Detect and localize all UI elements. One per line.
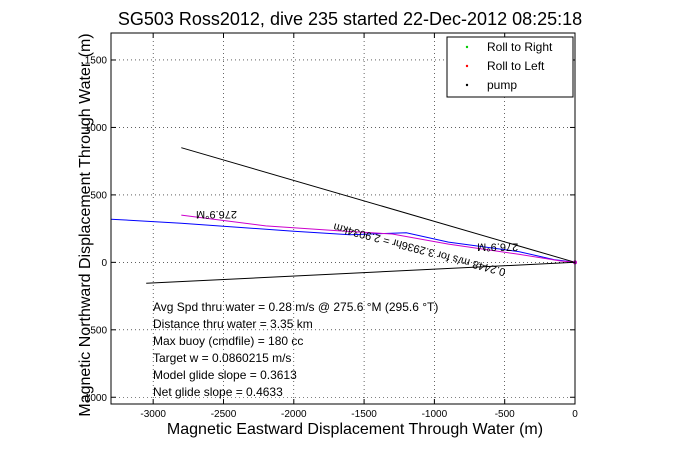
y-tick-label: -500 xyxy=(87,325,107,336)
stat-line: Net glide slope = 0.4633 xyxy=(153,385,283,399)
y-tick-label: -1000 xyxy=(81,393,107,404)
heading-annotation: 276.9°M xyxy=(196,208,237,220)
plot-frame xyxy=(110,32,576,405)
series-line-1 xyxy=(110,218,576,263)
x-tick-label: -1000 xyxy=(422,409,448,420)
y-axis-label: Magnetic Northward Displacement Through … xyxy=(77,33,94,416)
stat-line: Avg Spd thru water = 0.28 m/s @ 275.6 °M… xyxy=(153,300,438,314)
stats-block: Avg Spd thru water = 0.28 m/s @ 275.6 °M… xyxy=(153,300,438,399)
series-line-4 xyxy=(146,261,576,284)
x-tick-label: 0 xyxy=(572,409,578,420)
x-tick-label: -2000 xyxy=(281,409,307,420)
legend-box xyxy=(446,36,574,98)
series-layer xyxy=(110,147,577,284)
stat-line: Distance thru water = 3.35 km xyxy=(153,317,313,331)
legend-marker xyxy=(465,64,469,68)
legend-marker xyxy=(465,83,469,87)
series-line-3 xyxy=(181,147,576,263)
x-tick-label: -3000 xyxy=(140,409,166,420)
stat-line: Max buoy (cmdfile) = 180 cc xyxy=(153,334,303,348)
legend-label: Roll to Right xyxy=(487,40,553,54)
x-tick-label: -500 xyxy=(495,409,515,420)
legend-label: pump xyxy=(487,78,517,92)
stat-line: Model glide slope = 0.3613 xyxy=(153,368,297,382)
y-tick-label: 0 xyxy=(101,258,107,269)
axis-ticks: -3000 -2500 -2000 -1500 -1000 -500 0 -1000 -500 0… xyxy=(81,33,578,420)
x-tick-label: -2500 xyxy=(211,409,237,420)
y-tick-label: 1500 xyxy=(85,55,108,66)
heading-annotation: 276.9°M xyxy=(477,240,518,252)
stat-line: Target w = 0.0860215 m/s xyxy=(153,351,291,365)
series-line-2 xyxy=(181,214,576,263)
legend-label: Roll to Left xyxy=(487,59,545,73)
y-tick-label: 1000 xyxy=(85,123,108,134)
legend: Roll to Right Roll to Left pump xyxy=(446,36,574,98)
x-tick-label: -1500 xyxy=(351,409,377,420)
x-axis-label: Magnetic Eastward Displacement Through W… xyxy=(167,421,543,438)
legend-marker xyxy=(465,45,469,49)
chart-title: SG503 Ross2012, dive 235 started 22-Dec-… xyxy=(118,9,582,29)
y-tick-label: 500 xyxy=(90,190,107,201)
